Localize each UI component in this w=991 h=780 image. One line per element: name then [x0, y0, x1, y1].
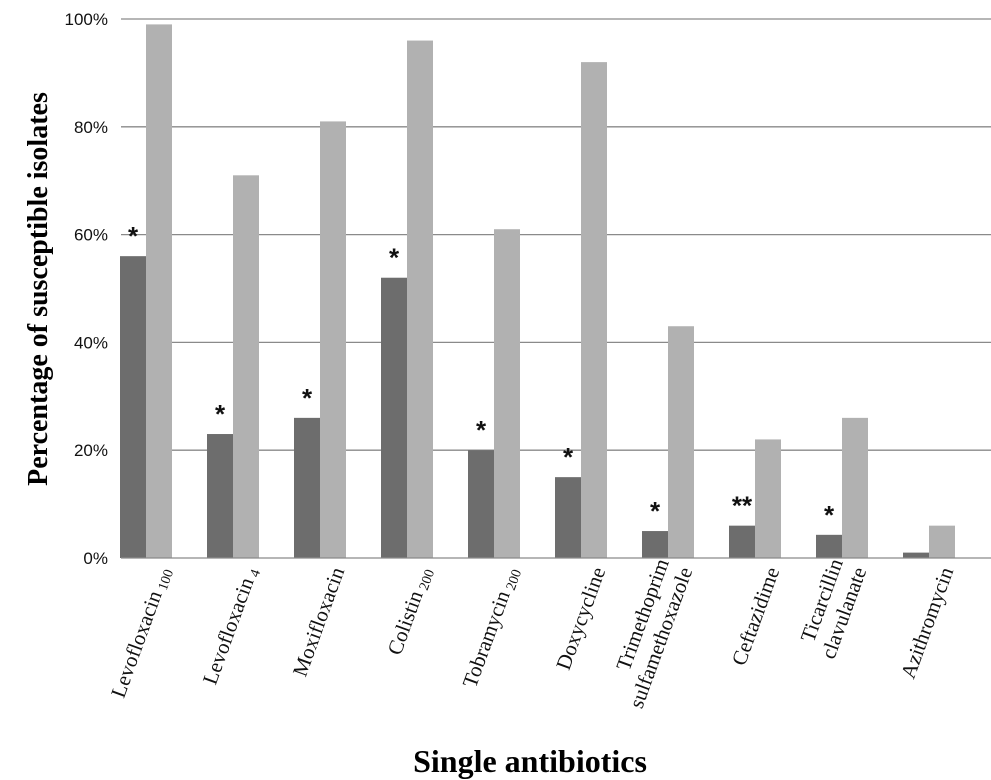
bar: [555, 477, 581, 558]
significance-asterisk: *: [302, 383, 313, 413]
y-axis-ticks: 0% 20% 40% 60% 80% 100%: [65, 10, 108, 568]
x-axis-title: Single antibiotics: [413, 743, 647, 779]
x-tick-text: Moxifloxacin: [288, 563, 350, 679]
bar: [468, 450, 494, 558]
bar: [494, 229, 520, 558]
y-tick-label: 60%: [74, 226, 108, 245]
significance-asterisk: **: [732, 491, 753, 521]
y-tick-label: 80%: [74, 118, 108, 137]
bars: [120, 24, 955, 559]
x-tick-text: Colistin200: [382, 564, 438, 659]
bar: [842, 417, 868, 558]
x-tick-text: Levofloxacin100: [106, 564, 177, 702]
bar: [381, 277, 407, 558]
bar: [294, 417, 320, 558]
bar: [320, 121, 346, 558]
significance-asterisk: *: [650, 496, 661, 526]
bar: [146, 24, 172, 558]
bar: [407, 40, 433, 559]
x-tick-text: Doxycycline: [551, 564, 610, 673]
x-tick-label: Tobramycin200: [458, 564, 526, 691]
bar: [816, 534, 842, 558]
bar: [207, 434, 233, 558]
x-axis-ticks: Levofloxacin100 Levofloxacin4 Moxifloxacin…: [106, 555, 959, 711]
x-tick-label: Colistin200: [382, 564, 438, 659]
x-tick-label: Levofloxacin4: [198, 564, 264, 688]
significance-asterisk: *: [128, 221, 139, 251]
x-tick-label: Levofloxacin100: [106, 564, 177, 702]
y-tick-label: 40%: [74, 333, 108, 352]
significance-asterisk: *: [563, 442, 574, 472]
significance-markers: ******* ** *: [128, 221, 835, 530]
y-tick-label: 0%: [83, 549, 108, 568]
bar: [233, 175, 259, 558]
bar: [929, 525, 955, 558]
significance-asterisk: *: [824, 500, 835, 530]
significance-asterisk: *: [215, 399, 226, 429]
x-tick-text: Azithromycin: [896, 563, 959, 681]
x-tick-label: Azithromycin: [896, 563, 959, 681]
y-tick-label: 100%: [65, 10, 108, 29]
significance-asterisk: *: [476, 415, 487, 445]
x-tick-label: Doxycycline: [551, 564, 610, 673]
bar: [120, 256, 146, 558]
x-tick-text: Ceftazidime: [727, 564, 785, 669]
x-tick-label: Moxifloxacin: [288, 563, 350, 679]
y-axis-title: Percentage of susceptible isolates: [23, 92, 54, 486]
bar: [729, 525, 755, 558]
x-tick-label: Ceftazidime: [727, 564, 785, 669]
bar: [581, 62, 607, 559]
bar: [668, 326, 694, 558]
bar: [755, 439, 781, 558]
x-tick-text: Tobramycin200: [458, 564, 526, 691]
bar: [903, 552, 929, 558]
bar: [642, 531, 668, 558]
significance-asterisk: *: [389, 243, 400, 273]
x-tick-text: Levofloxacin4: [198, 564, 264, 688]
y-tick-label: 20%: [74, 441, 108, 460]
